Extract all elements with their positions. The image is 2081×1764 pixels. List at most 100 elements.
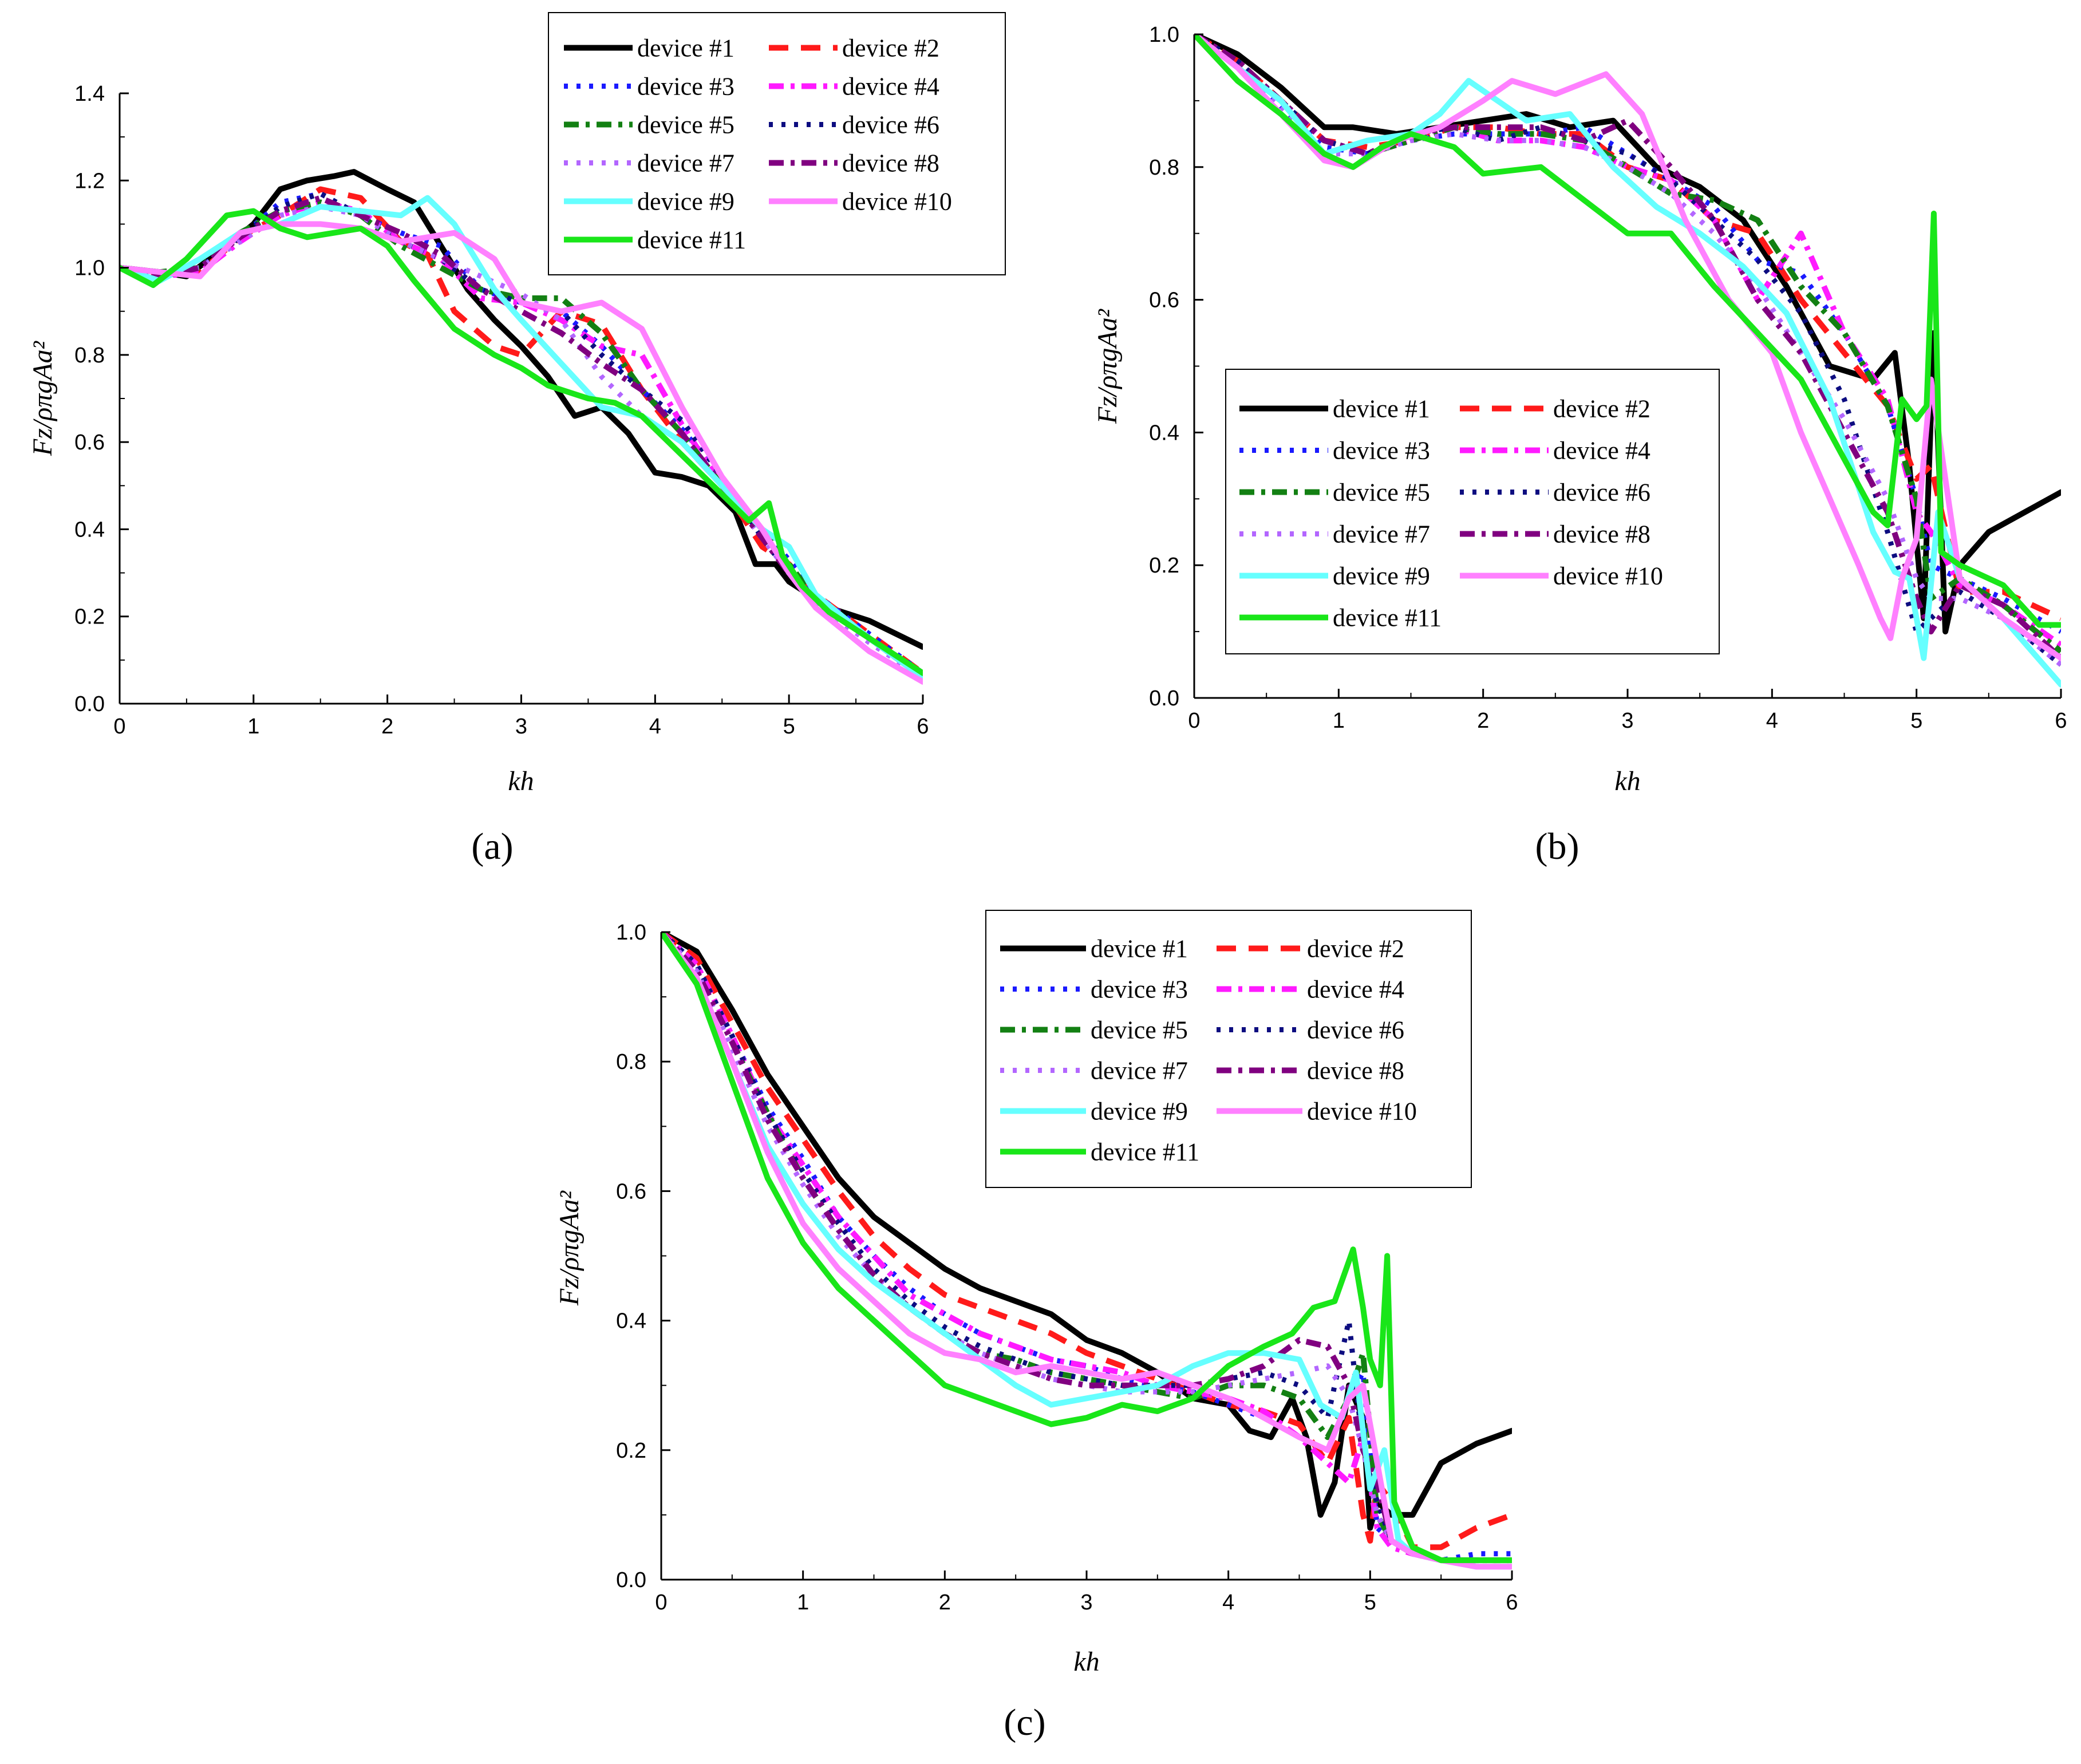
y-tick-label-c: 0.6 — [616, 1179, 646, 1203]
legend-label-c-device-7: device #7 — [1091, 1057, 1188, 1085]
legend-label-c-device-11: device #11 — [1091, 1138, 1199, 1166]
legend-frame-c — [985, 910, 1472, 1188]
y-axis-label-a: Fz/ρπgAa² — [27, 340, 58, 456]
legend-label-c-device-9: device #9 — [1091, 1098, 1188, 1126]
x-tick-label-c: 3 — [1080, 1591, 1092, 1615]
legend-b: device #1 device #2 device #3 device #4 devi… — [1225, 369, 1720, 654]
legend-label-c-device-2: device #2 — [1307, 935, 1404, 963]
x-tick-label-c: 1 — [797, 1591, 809, 1615]
series-group-b — [1194, 34, 2061, 688]
x-tick-label-b: 0 — [1188, 709, 1200, 733]
x-axis-label-a: kh — [508, 766, 534, 796]
series-line-a-device-11 — [120, 208, 923, 676]
panel-label-a: (a) — [471, 826, 513, 867]
legend-label-a-device-8: device #8 — [842, 149, 939, 177]
legend-label-b-device-11: device #11 — [1333, 604, 1442, 632]
chart-panel-a: 0 1 2 3 4 5 6 0.0 0.2 0.4 0.6 0.8 1.0 1.2 1.4 kh Fz/ρ… — [27, 12, 1006, 867]
legend-label-b-device-10: device #10 — [1553, 562, 1663, 590]
legend-c: device #1 device #2 device #3 device #4 devi… — [985, 910, 1472, 1188]
series-line-b-device-11 — [1194, 34, 2061, 628]
y-axis-label-c: Fz/ρπgAa² — [554, 1190, 585, 1306]
x-tick-label-b: 5 — [1910, 709, 1922, 733]
legend-label-b-device-2: device #2 — [1553, 395, 1650, 423]
legend-entries-c: device #1 device #2 device #3 device #4 devi… — [1000, 935, 1417, 1166]
series-line-c-device-10 — [661, 932, 1512, 1570]
x-tick-label-a: 6 — [917, 715, 929, 739]
legend-label-c-device-5: device #5 — [1091, 1016, 1188, 1044]
y-tick-label-c: 1.0 — [616, 921, 646, 945]
legend-label-c-device-8: device #8 — [1307, 1057, 1404, 1085]
series-line-b-device-8 — [1194, 34, 2061, 661]
legend-frame-b — [1225, 369, 1720, 654]
legend-label-b-device-8: device #8 — [1553, 520, 1650, 548]
y-tick-label-a: 0.6 — [74, 431, 105, 455]
y-tick-label-a: 0.4 — [74, 518, 105, 542]
series-line-c-device-11 — [661, 932, 1512, 1564]
legend-label-c-device-6: device #6 — [1307, 1016, 1404, 1044]
x-tick-label-b: 3 — [1621, 709, 1633, 733]
y-tick-label-a: 1.0 — [74, 256, 105, 281]
x-ticks-b: 0 1 2 3 4 5 6 — [1188, 689, 2067, 733]
legend-label-a-device-4: device #4 — [842, 73, 939, 101]
x-tick-label-a: 3 — [515, 715, 527, 739]
x-tick-label-c: 4 — [1222, 1591, 1234, 1615]
y-tick-label-a: 1.2 — [74, 169, 105, 193]
y-ticks-c: 0.0 0.2 0.4 0.6 0.8 1.0 — [616, 921, 670, 1592]
x-tick-label-b: 1 — [1333, 709, 1345, 733]
y-tick-label-a: 0.0 — [74, 692, 105, 716]
y-tick-label-c: 0.4 — [616, 1309, 646, 1333]
x-tick-label-a: 2 — [381, 715, 393, 739]
legend-label-a-device-5: device #5 — [637, 111, 735, 139]
series-line-b-device-9 — [1194, 34, 2061, 688]
x-tick-label-c: 0 — [655, 1591, 667, 1615]
legend-label-a-device-2: device #2 — [842, 34, 939, 62]
plot-area-a: 0 1 2 3 4 5 6 0.0 0.2 0.4 0.6 0.8 1.0 1.2 1.4 — [74, 82, 929, 739]
x-tick-label-c: 5 — [1364, 1591, 1376, 1615]
x-tick-label-b: 6 — [2055, 709, 2067, 733]
legend-label-b-device-3: device #3 — [1333, 437, 1430, 465]
panel-label-c: (c) — [1004, 1702, 1045, 1743]
series-line-b-device-5 — [1194, 34, 2061, 654]
legend-entries-a: device #1 device #2 device #3 device #4 devi… — [564, 34, 952, 254]
legend-label-b-device-7: device #7 — [1333, 520, 1430, 548]
y-tick-label-c: 0.2 — [616, 1439, 646, 1463]
series-group-a — [120, 169, 923, 685]
series-line-a-device-7 — [120, 204, 923, 680]
x-tick-label-c: 6 — [1506, 1591, 1518, 1615]
x-tick-label-b: 2 — [1477, 709, 1489, 733]
legend-a: device #1 device #2 device #3 device #4 devi… — [548, 12, 1006, 275]
x-axis-label-c: kh — [1073, 1647, 1099, 1677]
legend-label-a-device-7: device #7 — [637, 149, 735, 177]
y-tick-label-c: 0.8 — [616, 1050, 646, 1074]
x-tick-label-a: 5 — [783, 715, 795, 739]
legend-label-b-device-6: device #6 — [1553, 479, 1650, 507]
legend-label-b-device-5: device #5 — [1333, 479, 1430, 507]
y-tick-label-b: 0.0 — [1149, 686, 1179, 711]
y-ticks-b: 0.0 0.2 0.4 0.6 0.8 1.0 — [1149, 23, 1203, 711]
y-tick-label-b: 0.2 — [1149, 554, 1179, 578]
series-line-a-device-2 — [120, 186, 923, 676]
legend-label-c-device-3: device #3 — [1091, 976, 1188, 1004]
x-axis-label-b: kh — [1614, 766, 1640, 796]
x-tick-label-c: 2 — [939, 1591, 951, 1615]
legend-label-b-device-1: device #1 — [1333, 395, 1430, 423]
legend-entries-b: device #1 device #2 device #3 device #4 devi… — [1239, 395, 1663, 632]
x-tick-label-b: 4 — [1766, 709, 1778, 733]
x-ticks-a: 0 1 2 3 4 5 6 — [113, 694, 929, 739]
x-tick-label-a: 4 — [649, 715, 661, 739]
y-tick-label-b: 0.4 — [1149, 421, 1179, 445]
x-ticks-c: 0 1 2 3 4 5 6 — [655, 1570, 1518, 1615]
legend-label-c-device-10: device #10 — [1307, 1098, 1417, 1126]
y-tick-label-b: 0.8 — [1149, 156, 1179, 180]
y-axis-label-b: Fz/ρπgAa² — [1092, 308, 1123, 424]
legend-label-c-device-4: device #4 — [1307, 976, 1404, 1004]
legend-frame-a — [548, 12, 1006, 275]
plot-area-c: 0 1 2 3 4 5 6 0.0 0.2 0.4 0.6 0.8 1.0 — [616, 921, 1518, 1615]
panel-label-b: (b) — [1535, 826, 1579, 867]
series-line-a-device-1 — [120, 169, 923, 650]
legend-label-a-device-11: device #11 — [637, 226, 746, 254]
y-tick-label-a: 0.2 — [74, 605, 105, 629]
